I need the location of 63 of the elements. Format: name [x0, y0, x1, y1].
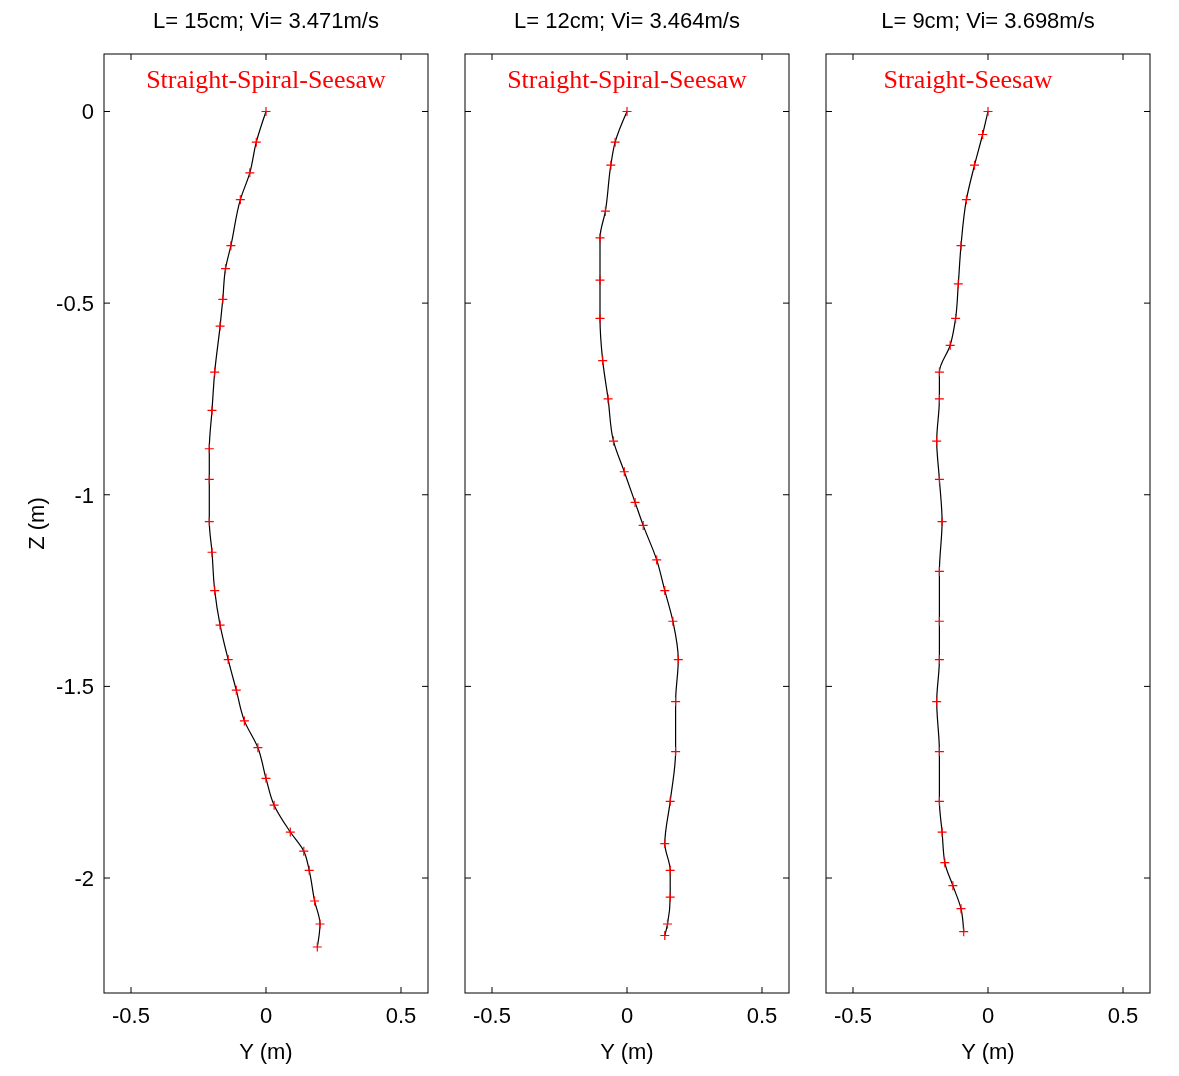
point — [630, 497, 641, 508]
y-tick-label: 0 — [81, 99, 94, 125]
point — [937, 516, 948, 527]
y-tick-label: -2 — [74, 866, 94, 892]
y-tick-label: -1 — [74, 482, 94, 508]
point — [260, 773, 272, 784]
point — [931, 436, 942, 447]
point — [209, 367, 220, 378]
x-tick-label: -0.5 — [473, 1003, 511, 1028]
point — [955, 903, 967, 914]
point — [937, 826, 948, 838]
point — [651, 554, 662, 566]
y-tick-label: -1.5 — [56, 674, 94, 700]
x-tick-label: 0.5 — [746, 1003, 778, 1028]
annotation: Straight-Spiral-Seesaw — [146, 65, 387, 94]
point — [610, 137, 621, 148]
point — [982, 106, 994, 117]
point — [309, 895, 320, 907]
point — [594, 275, 606, 286]
point — [605, 160, 616, 171]
point — [269, 800, 280, 811]
point — [947, 880, 958, 891]
point — [934, 393, 945, 405]
point — [206, 405, 218, 416]
y-tick-label: -0.5 — [56, 291, 94, 317]
x-tick-label: -0.5 — [834, 1003, 872, 1028]
annotation: Straight-Spiral-Seesaw — [507, 65, 748, 94]
point — [285, 826, 296, 838]
point — [312, 941, 323, 953]
point — [621, 106, 633, 117]
x-tick-label: 0.5 — [385, 1003, 417, 1028]
point — [239, 715, 250, 726]
point — [934, 367, 945, 378]
point — [206, 547, 218, 558]
y-axis-title: Z (m) — [24, 497, 49, 550]
point — [969, 160, 980, 171]
x-axis-title: Y (m) — [600, 1039, 654, 1064]
chart-title: L= 15cm; Vi= 3.471m/s — [153, 8, 379, 33]
point — [608, 436, 619, 447]
point — [225, 240, 236, 251]
point — [215, 321, 226, 332]
point — [260, 106, 272, 117]
point — [953, 278, 964, 290]
point — [955, 240, 967, 251]
point — [594, 232, 606, 244]
x-tick-label: -0.5 — [112, 1003, 150, 1028]
x-axis-title: Y (m) — [961, 1039, 1015, 1064]
point — [314, 918, 326, 930]
point — [594, 313, 606, 324]
chart-title: L= 12cm; Vi= 3.464m/s — [514, 8, 740, 33]
x-tick-label: 0 — [620, 1003, 634, 1028]
point — [667, 616, 678, 627]
annotation: Straight-Seesaw — [883, 65, 1053, 94]
chart-title: L= 9cm; Vi= 3.698m/s — [881, 8, 1095, 33]
point — [662, 918, 673, 930]
point — [252, 742, 263, 753]
point — [600, 206, 611, 217]
point — [215, 619, 226, 631]
x-axis-title: Y (m) — [239, 1039, 293, 1064]
x-tick-label: 0 — [981, 1003, 995, 1028]
x-tick-label: 0.5 — [1107, 1003, 1139, 1028]
x-tick-label: 0 — [259, 1003, 273, 1028]
point — [603, 393, 614, 405]
